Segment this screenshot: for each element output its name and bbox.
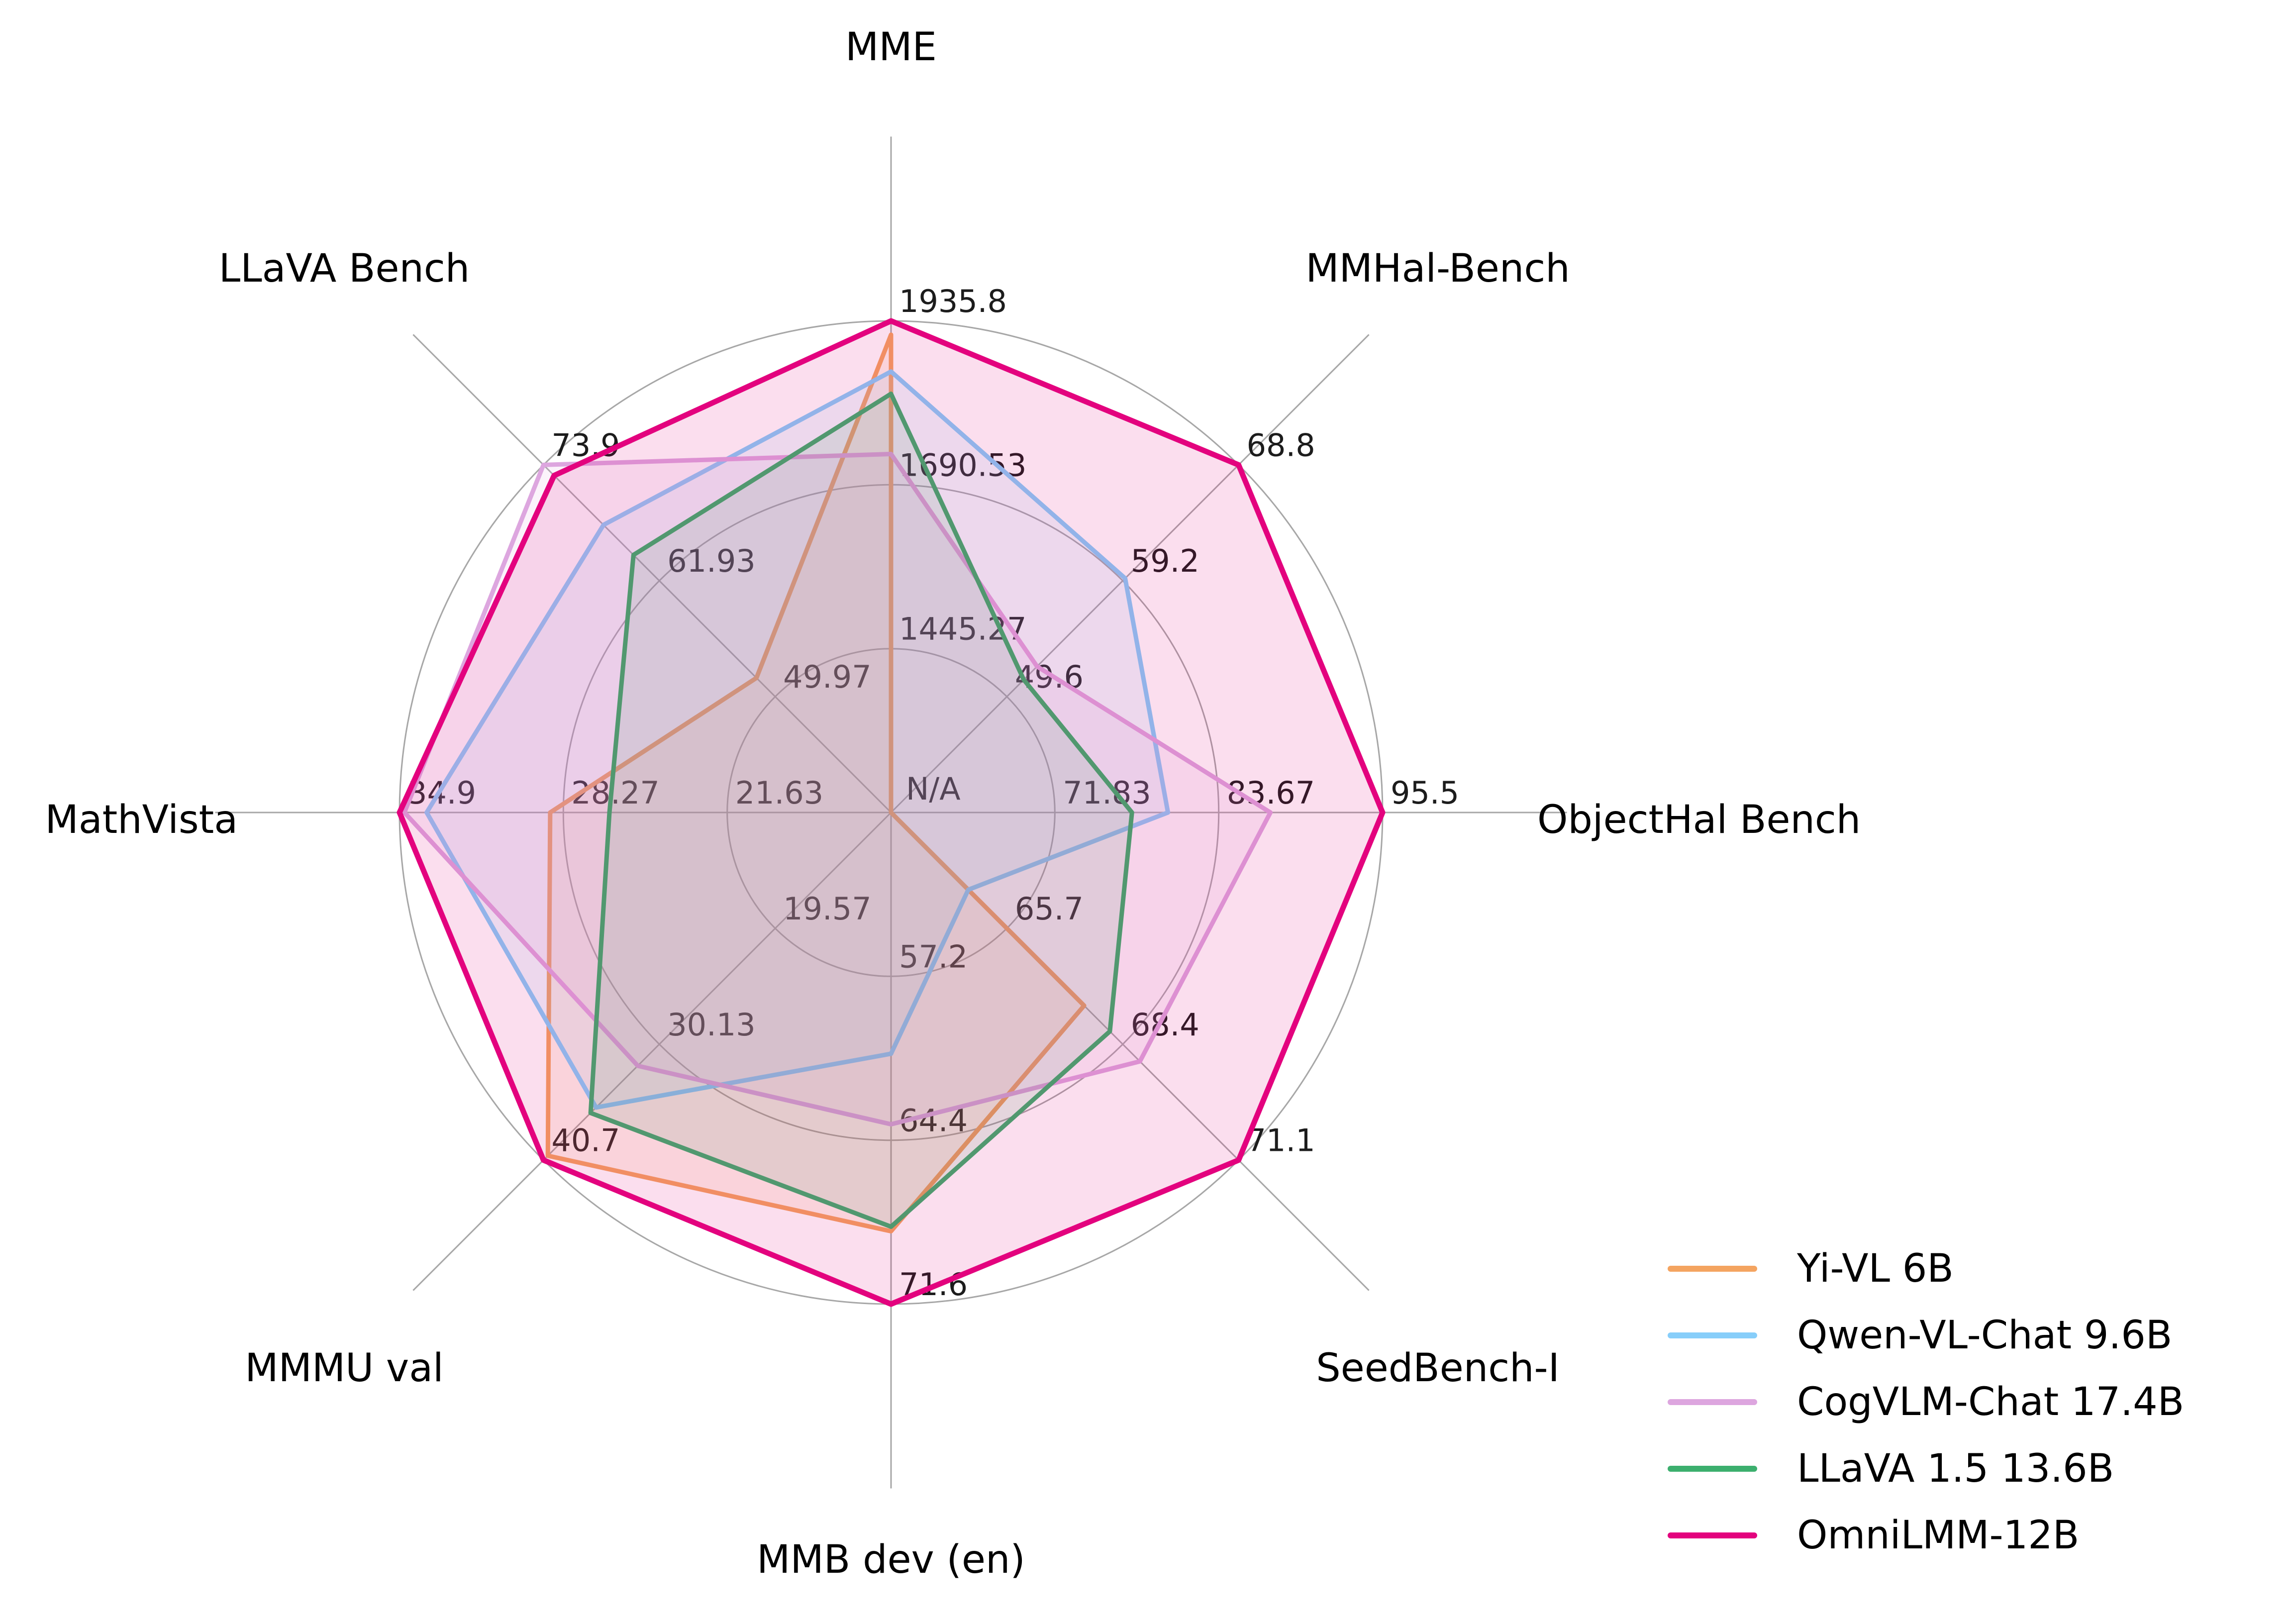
tick-label-axis3-ring2: 71.1 <box>1247 1122 1315 1159</box>
series-polygon-1 <box>424 369 1171 1110</box>
axis-category-label-2: ObjectHal Bench <box>1537 798 1861 842</box>
legend-item-3: LLaVA 1.5 13.6B <box>1668 1435 2184 1502</box>
legend-swatch-0 <box>1668 1266 1757 1272</box>
tick-label-axis1-ring1: 59.2 <box>1131 543 1199 579</box>
legend: Yi-VL 6B Qwen-VL-Chat 9.6B CogVLM-Chat 17.… <box>1668 1235 2184 1569</box>
legend-label-1: Qwen-VL-Chat 9.6B <box>1797 1313 2173 1358</box>
tick-label-axis3-ring0: 65.7 <box>1015 891 1084 927</box>
series-polygon-3 <box>588 391 1134 1229</box>
series-polygon-4 <box>397 318 1386 1307</box>
tick-label-axis5-ring1: 30.13 <box>667 1007 756 1043</box>
series-polygon-0 <box>545 332 1087 1234</box>
axis-category-label-1: MMHal-Bench <box>1305 246 1570 291</box>
center-label: N/A <box>906 771 961 807</box>
legend-item-0: Yi-VL 6B <box>1668 1235 2184 1302</box>
axis-category-label-0: MME <box>845 25 937 70</box>
axis-category-label-5: MMMU val <box>245 1346 443 1391</box>
axis-category-label-3: SeedBench-I <box>1316 1346 1559 1391</box>
tick-label-axis2-ring2: 95.5 <box>1391 775 1459 811</box>
axis-category-label-7: LLaVA Bench <box>219 246 470 291</box>
legend-swatch-3 <box>1668 1466 1757 1472</box>
tick-label-axis5-ring0: 19.57 <box>783 891 872 927</box>
tick-label-axis6-ring1: 28.27 <box>571 775 660 811</box>
axis-spoke-5 <box>412 812 892 1291</box>
legend-label-0: Yi-VL 6B <box>1797 1246 1954 1291</box>
tick-label-axis7-ring0: 49.97 <box>783 659 872 695</box>
tick-label-axis7-ring2: 73.9 <box>551 427 620 463</box>
legend-swatch-2 <box>1668 1399 1757 1405</box>
legend-item-2: CogVLM-Chat 17.4B <box>1668 1369 2184 1435</box>
tick-label-axis6-ring0: 21.63 <box>735 775 824 811</box>
axis-spoke-1 <box>890 334 1370 813</box>
tick-label-axis7-ring1: 61.93 <box>667 543 756 579</box>
legend-swatch-1 <box>1668 1332 1757 1338</box>
tick-label-axis1-ring2: 68.8 <box>1247 427 1315 463</box>
axis-category-label-4: MMB dev (en) <box>757 1537 1025 1582</box>
legend-label-4: OmniLMM-12B <box>1797 1513 2080 1558</box>
legend-item-1: Qwen-VL-Chat 9.6B <box>1668 1302 2184 1369</box>
tick-label-axis5-ring2: 40.7 <box>551 1122 620 1159</box>
legend-label-3: LLaVA 1.5 13.6B <box>1797 1446 2114 1491</box>
legend-label-2: CogVLM-Chat 17.4B <box>1797 1380 2185 1424</box>
series-polygon-2 <box>402 451 1273 1127</box>
tick-label-axis0-ring2: 1935.8 <box>899 283 1007 319</box>
axis-spoke-7 <box>412 334 892 813</box>
legend-item-4: OmniLMM-12B <box>1668 1502 2184 1569</box>
axis-category-label-6: MathVista <box>45 798 238 842</box>
legend-swatch-4 <box>1668 1532 1757 1538</box>
